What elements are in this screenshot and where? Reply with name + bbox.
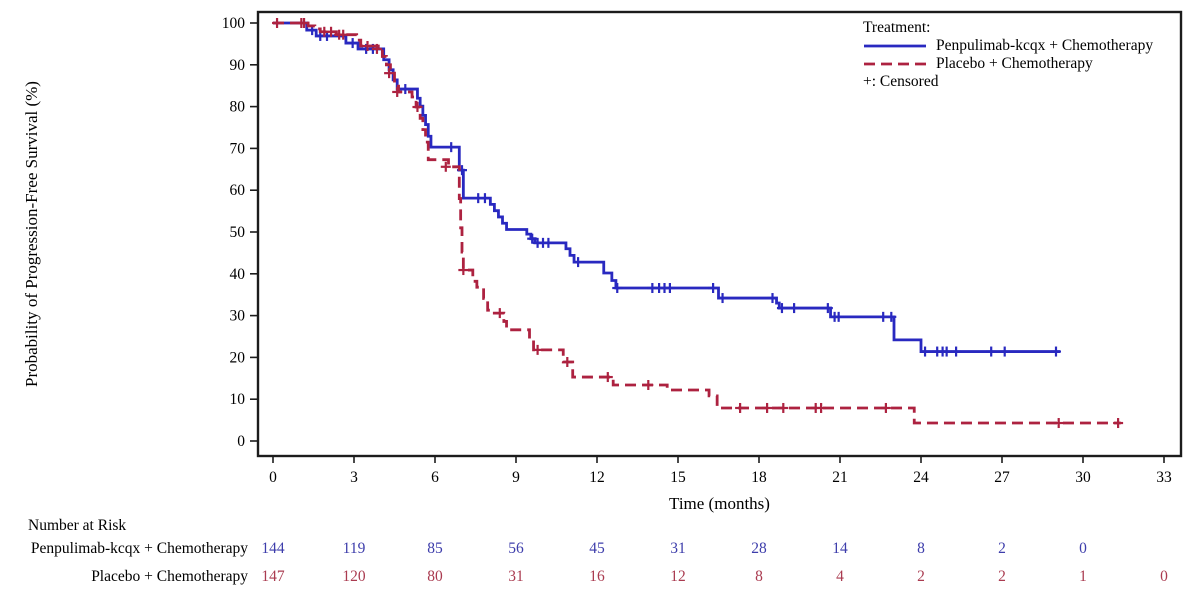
risk-value: 80	[427, 568, 443, 585]
x-tick-label: 0	[269, 469, 277, 486]
y-tick-label: 20	[230, 349, 246, 366]
risk-value: 0	[1079, 540, 1087, 557]
legend-item-placebo: Placebo + Chemotherapy	[863, 55, 1153, 73]
x-tick-label: 6	[431, 469, 439, 486]
risk-value: 2	[917, 568, 925, 585]
x-tick-label: 24	[913, 469, 929, 486]
y-tick-label: 100	[222, 15, 246, 32]
y-tick-label: 90	[230, 57, 246, 74]
plot-frame	[256, 10, 1183, 458]
y-tick-label: 0	[237, 433, 245, 450]
legend-item-placebo-label: Placebo + Chemotherapy	[936, 55, 1093, 72]
legend: Treatment: Penpulimab-kcqx + Chemotherap…	[863, 19, 1153, 91]
censored-note: +: Censored	[863, 73, 939, 90]
risk-value: 119	[342, 540, 366, 557]
risk-value: 16	[589, 568, 605, 585]
y-tick-label: 40	[230, 266, 246, 283]
x-tick-label: 3	[350, 469, 358, 486]
risk-value: 0	[1160, 568, 1168, 585]
legend-censored-row: +: Censored	[863, 73, 1153, 91]
risk-value: 12	[670, 568, 686, 585]
risk-value: 45	[589, 540, 605, 557]
y-tick-label: 50	[230, 224, 246, 241]
x-tick-label: 21	[832, 469, 848, 486]
penpulimab-line-swatch	[863, 37, 927, 55]
legend-heading-row: Treatment:	[863, 19, 1153, 37]
risk-row-label-penpulimab: Penpulimab-kcqx + Chemotherapy	[30, 540, 248, 557]
risk-value: 2	[998, 568, 1006, 585]
legend-item-penpulimab: Penpulimab-kcqx + Chemotherapy	[863, 37, 1153, 55]
y-tick-label: 80	[230, 99, 246, 116]
x-tick-label: 27	[994, 469, 1010, 486]
placebo-line-swatch	[863, 55, 927, 73]
risk-value: 8	[755, 568, 763, 585]
x-axis-title: Time (months)	[669, 494, 770, 513]
risk-value: 8	[917, 540, 925, 557]
risk-value: 144	[261, 540, 285, 557]
risk-value: 85	[427, 540, 443, 557]
risk-value: 31	[670, 540, 686, 557]
y-tick-label: 10	[230, 391, 246, 408]
legend-item-penpulimab-label: Penpulimab-kcqx + Chemotherapy	[936, 37, 1154, 54]
y-tick-label: 60	[230, 182, 246, 199]
x-tick-label: 15	[670, 469, 686, 486]
risk-row-label-placebo: Placebo + Chemotherapy	[91, 568, 248, 585]
pfs-curve-placebo	[273, 21, 1121, 425]
risk-value: 4	[836, 568, 844, 585]
x-tick-label: 18	[751, 469, 767, 486]
risk-value: 28	[751, 540, 767, 557]
risk-value: 1	[1079, 568, 1087, 585]
y-tick-label: 70	[230, 140, 246, 157]
risk-table-heading: Number at Risk	[28, 517, 127, 534]
risk-value: 14	[832, 540, 848, 557]
risk-value: 147	[261, 568, 285, 585]
x-tick-label: 33	[1156, 469, 1172, 486]
x-tick-label: 12	[589, 469, 605, 486]
x-tick-label: 30	[1075, 469, 1091, 486]
risk-value: 31	[508, 568, 524, 585]
risk-value: 2	[998, 540, 1006, 557]
risk-value: 120	[342, 568, 366, 585]
risk-value: 56	[508, 540, 524, 557]
y-tick-label: 30	[230, 308, 246, 325]
x-tick-label: 9	[512, 469, 520, 486]
legend-heading: Treatment:	[863, 19, 931, 36]
